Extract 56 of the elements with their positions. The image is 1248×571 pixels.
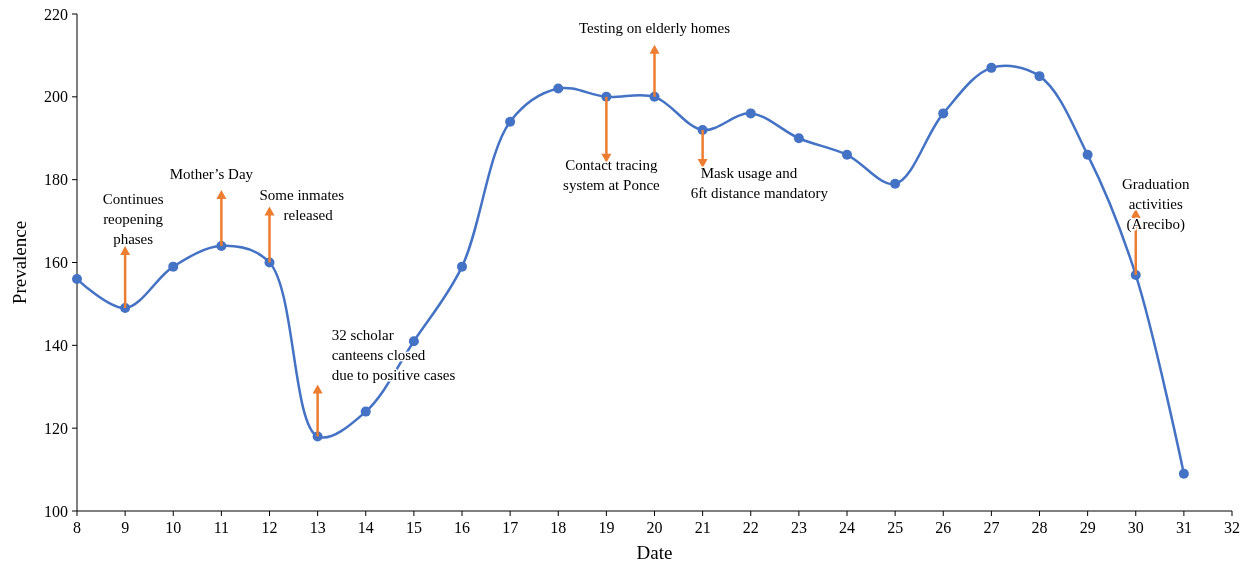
point [1034,71,1045,82]
x-tick-label: 20 [646,519,663,536]
annotation: Continues reopening phases [102,191,164,248]
point [408,336,419,347]
y-tick-label: 100 [44,502,68,520]
annotation: Mother’s Day [169,165,254,182]
x-tick-label: 12 [261,519,278,536]
point [745,108,756,119]
x-tick-label: 17 [502,519,519,536]
y-axis-title: Prevalence [9,220,30,305]
x-tick-label: 27 [983,519,1000,536]
point [457,261,467,272]
annotation: Testing on elderly homes [578,19,731,36]
annotation: Contact tracing system at Ponce [563,156,661,193]
point [168,261,179,272]
y-tick-label: 180 [44,171,68,189]
x-tick-label: 21 [694,519,711,536]
x-tick-label: 28 [1031,519,1048,536]
point [842,149,852,160]
y-tick-label: 160 [44,254,68,272]
point [1082,149,1093,160]
point [72,274,82,285]
point [505,116,516,127]
point [986,62,997,73]
x-tick-label: 18 [550,519,567,536]
x-tick-label: 22 [742,519,759,536]
x-tick-label: 14 [357,519,374,536]
point [793,133,804,144]
x-tick-label: 32 [1224,519,1240,536]
y-tick-label: 140 [44,336,68,354]
x-tick-label: 8 [73,519,81,536]
x-tick-label: 13 [309,519,326,536]
x-tick-label: 30 [1127,519,1144,536]
x-tick-label: 29 [1079,519,1096,536]
y-tick-label: 200 [44,88,68,106]
x-tick-label: 24 [839,519,855,536]
x-axis-title: Date [636,542,673,563]
x-tick-label: 9 [121,519,130,536]
x-tick-label: 25 [887,519,904,536]
x-tick-label: 26 [935,519,952,536]
y-tick-label: 220 [44,5,68,23]
y-tick-label: 120 [44,419,68,437]
x-tick-label: 10 [165,519,182,536]
point [938,108,949,119]
x-tick-label: 19 [598,519,615,536]
x-tick-label: 23 [790,519,807,536]
annotation: Mask usage and 6ft distance mandatory [690,164,829,201]
x-tick-label: 31 [1175,519,1192,536]
point [1178,468,1189,479]
x-tick-label: 16 [454,519,470,536]
point [890,178,901,189]
x-tick-label: 11 [213,519,230,536]
x-tick-label: 15 [405,519,422,536]
point [553,83,564,94]
point [360,406,371,417]
annotation: Some inmates released [259,186,345,223]
